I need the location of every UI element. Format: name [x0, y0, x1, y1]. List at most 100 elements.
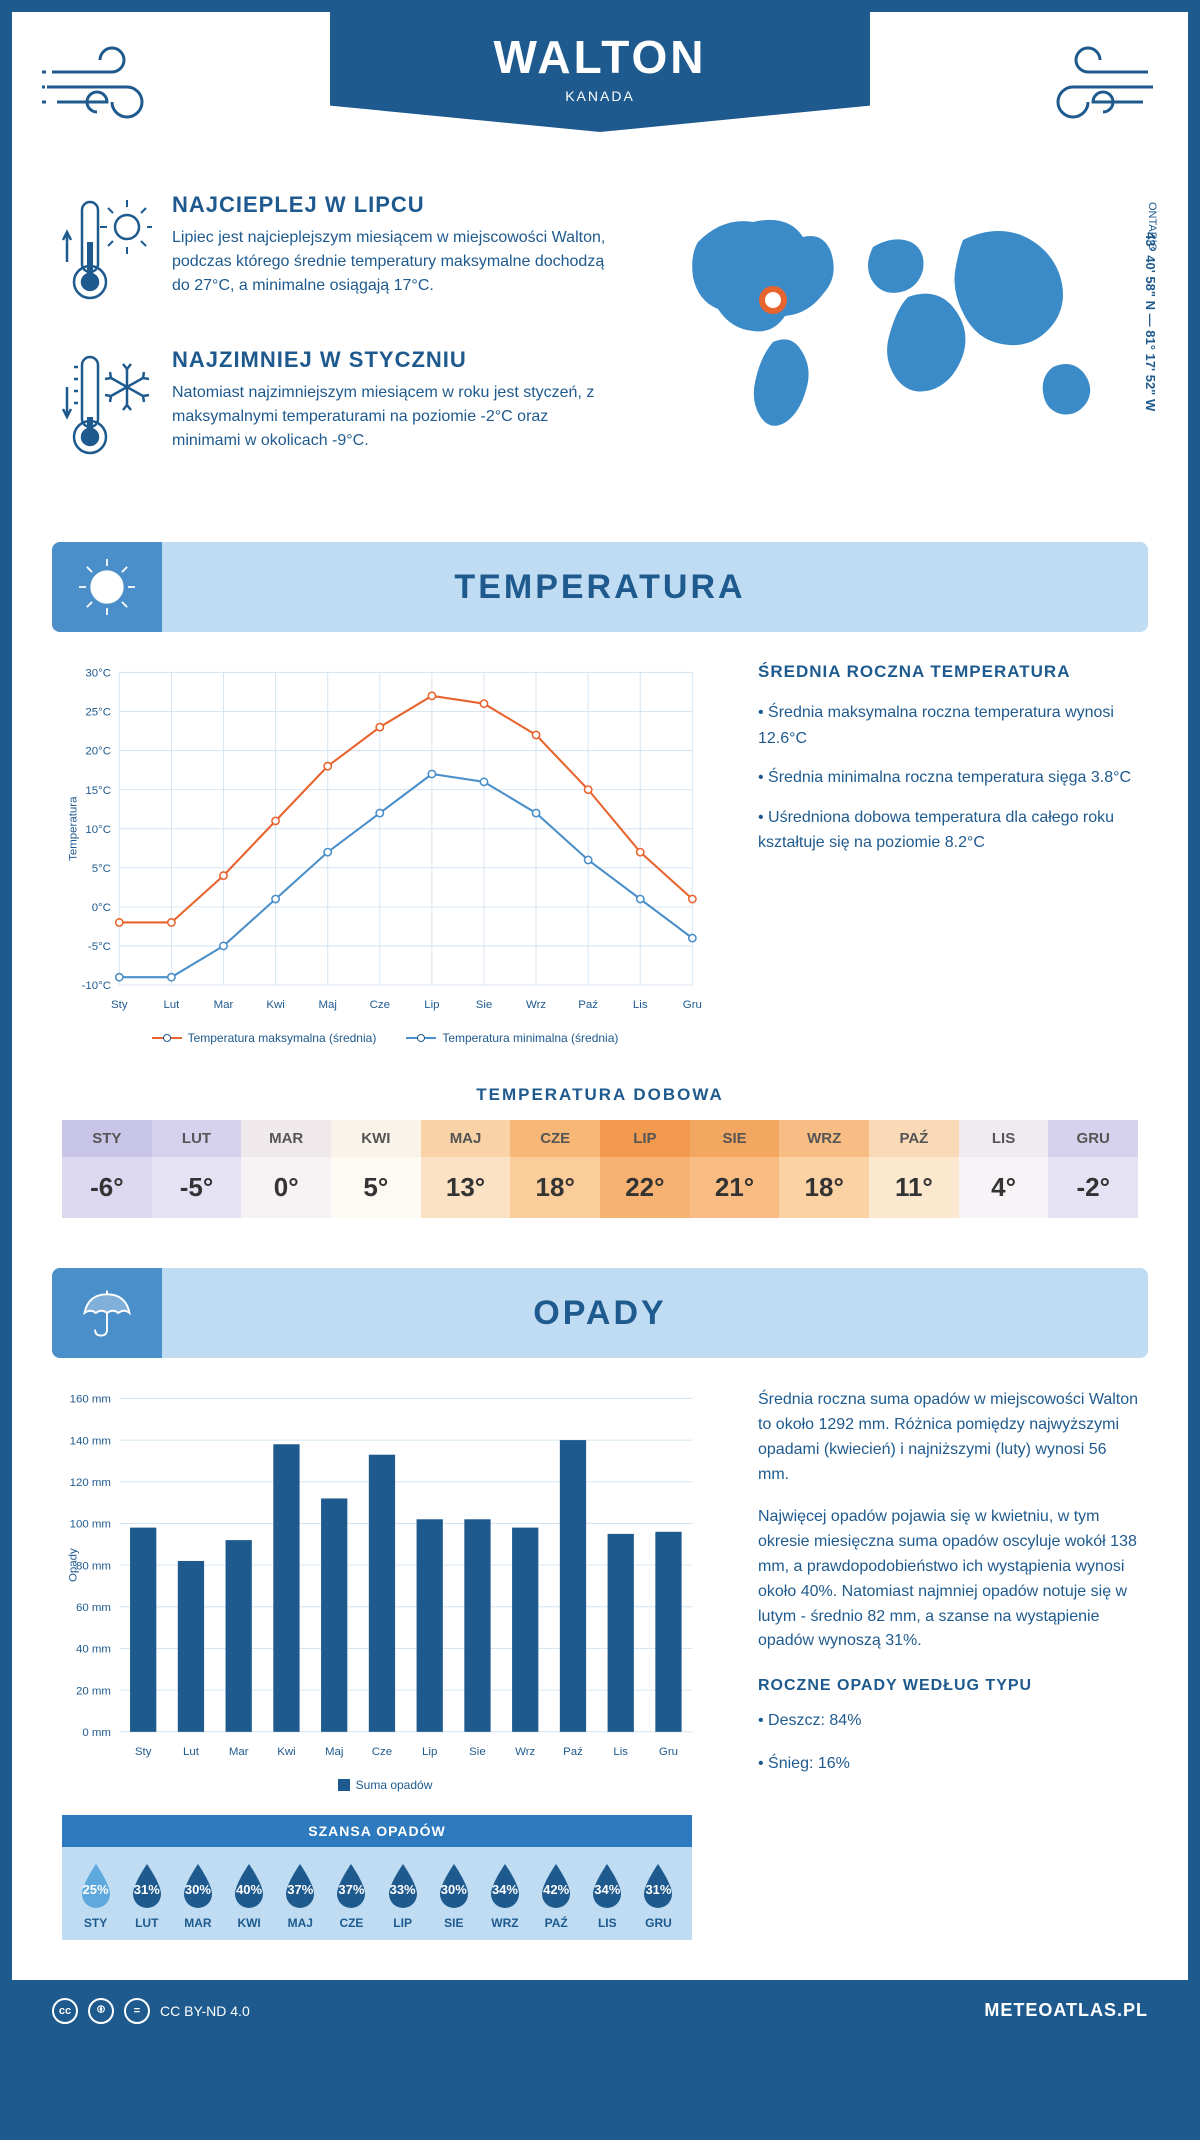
svg-text:Gru: Gru	[659, 1746, 678, 1758]
chance-item: 34% LIS	[582, 1862, 633, 1930]
chance-month: STY	[70, 1916, 121, 1930]
svg-text:Mar: Mar	[214, 999, 234, 1011]
chance-month: LUT	[121, 1916, 172, 1930]
coldest-text: Natomiast najzimniejszym miesiącem w rok…	[172, 381, 618, 453]
svg-text:25°C: 25°C	[85, 707, 111, 719]
drop-icon: 34%	[587, 1862, 627, 1910]
daily-cell: WRZ18°	[779, 1120, 869, 1218]
coordinates: 43° 40' 58" N — 81° 17' 52" W	[1143, 232, 1158, 411]
temperature-row: -10°C-5°C0°C5°C10°C15°C20°C25°C30°CStyLu…	[12, 632, 1188, 1075]
daily-month: WRZ	[779, 1120, 869, 1157]
svg-text:Kwi: Kwi	[277, 1746, 295, 1758]
daily-cell: MAJ13°	[421, 1120, 511, 1218]
chance-item: 40% KWI	[224, 1862, 275, 1930]
daily-month: CZE	[510, 1120, 600, 1157]
svg-text:120 mm: 120 mm	[70, 1477, 111, 1489]
map-panel: ONTARIO 43° 40' 58" N — 81° 17' 52" W	[658, 192, 1138, 502]
precip-type-line: • Deszcz: 84%	[758, 1709, 1138, 1734]
daily-value: -6°	[62, 1157, 152, 1218]
temperature-chart: -10°C-5°C0°C5°C10°C15°C20°C25°C30°CStyLu…	[62, 662, 708, 1045]
svg-text:40 mm: 40 mm	[76, 1644, 111, 1656]
drop-icon: 30%	[178, 1862, 218, 1910]
precipitation-heading: OPADY	[533, 1294, 666, 1333]
drop-icon: 40%	[229, 1862, 269, 1910]
daily-cell: GRU-2°	[1048, 1120, 1138, 1218]
svg-text:Lip: Lip	[422, 1746, 437, 1758]
footer-site: METEOATLAS.PL	[984, 2000, 1148, 2021]
drop-icon: 30%	[434, 1862, 474, 1910]
temp-stats-title: ŚREDNIA ROCZNA TEMPERATURA	[758, 662, 1138, 682]
chance-month: PAŹ	[531, 1916, 582, 1930]
svg-text:Paź: Paź	[563, 1746, 583, 1758]
daily-month: MAJ	[421, 1120, 511, 1157]
svg-text:100 mm: 100 mm	[70, 1519, 111, 1531]
warmest-title: NAJCIEPLEJ W LIPCU	[172, 192, 618, 218]
chance-item: 31% LUT	[121, 1862, 172, 1930]
svg-text:140 mm: 140 mm	[70, 1436, 111, 1448]
sun-icon	[52, 542, 162, 632]
chance-item: 34%WRZ	[479, 1862, 530, 1930]
intro-section: NAJCIEPLEJ W LIPCU Lipiec jest najcieple…	[12, 162, 1188, 542]
legend-max: Temperatura maksymalna (średnia)	[152, 1031, 377, 1045]
daily-month: PAŹ	[869, 1120, 959, 1157]
chance-month: MAJ	[275, 1916, 326, 1930]
footer-license: cc 🅯 = CC BY-ND 4.0	[52, 1998, 250, 2024]
temperature-section-header: TEMPERATURA	[52, 542, 1148, 632]
daily-month: LUT	[152, 1120, 242, 1157]
wind-icon	[1028, 42, 1158, 132]
daily-month: MAR	[241, 1120, 331, 1157]
svg-text:Mar: Mar	[229, 1746, 249, 1758]
drop-icon: 31%	[127, 1862, 167, 1910]
daily-value: 0°	[241, 1157, 331, 1218]
world-map-svg	[658, 192, 1138, 472]
page: WALTON KANADA NAJCIEPLEJ W LIPCU Lipiec …	[12, 12, 1188, 2042]
svg-text:Temperatura: Temperatura	[68, 796, 80, 861]
svg-text:Lut: Lut	[163, 999, 180, 1011]
svg-text:Wrz: Wrz	[526, 999, 546, 1011]
daily-cell: MAR0°	[241, 1120, 331, 1218]
license-text: CC BY-ND 4.0	[160, 2003, 250, 2019]
legend-min: Temperatura minimalna (średnia)	[406, 1031, 618, 1045]
precipitation-text: Średnia roczna suma opadów w miejscowośc…	[758, 1388, 1138, 1794]
chance-title: SZANSA OPADÓW	[62, 1815, 692, 1847]
chance-row: 25%STY31%LUT30%MAR40%KWI37%MAJ37%CZE33%L…	[62, 1847, 692, 1940]
intro-text: NAJCIEPLEJ W LIPCU Lipiec jest najcieple…	[62, 192, 618, 502]
svg-text:Paź: Paź	[578, 999, 598, 1011]
daily-value: 22°	[600, 1157, 690, 1218]
footer: cc 🅯 = CC BY-ND 4.0 METEOATLAS.PL	[12, 1980, 1188, 2042]
svg-text:Maj: Maj	[325, 1746, 343, 1758]
daily-value: 11°	[869, 1157, 959, 1218]
chance-month: SIE	[428, 1916, 479, 1930]
drop-icon: 34%	[485, 1862, 525, 1910]
daily-cell: KWI5°	[331, 1120, 421, 1218]
thermometer-cold-icon	[62, 347, 152, 472]
daily-cell: LIS4°	[959, 1120, 1049, 1218]
chance-month: KWI	[224, 1916, 275, 1930]
daily-month: LIP	[600, 1120, 690, 1157]
daily-value: 5°	[331, 1157, 421, 1218]
svg-text:Sie: Sie	[469, 1746, 486, 1758]
chance-month: LIS	[582, 1916, 633, 1930]
country-subtitle: KANADA	[330, 88, 870, 104]
legend-sum: Suma opadów	[338, 1778, 433, 1792]
precipitation-chance: SZANSA OPADÓW 25%STY31%LUT30%MAR40%KWI37…	[62, 1815, 692, 1940]
svg-text:160 mm: 160 mm	[70, 1394, 111, 1406]
city-title: WALTON	[330, 30, 870, 84]
precipitation-chart-svg: 0 mm20 mm40 mm60 mm80 mm100 mm120 mm140 …	[62, 1388, 708, 1763]
drop-icon: 31%	[638, 1862, 678, 1910]
daily-cell: LUT-5°	[152, 1120, 242, 1218]
svg-text:30°C: 30°C	[85, 668, 111, 680]
svg-text:Wrz: Wrz	[515, 1746, 535, 1758]
temperature-heading: TEMPERATURA	[454, 568, 745, 607]
svg-text:Opady: Opady	[68, 1548, 80, 1582]
chance-item: 42%PAŹ	[531, 1862, 582, 1930]
chance-month: LIP	[377, 1916, 428, 1930]
svg-text:Lis: Lis	[613, 1746, 628, 1758]
precipitation-section-header: OPADY	[52, 1268, 1148, 1358]
nd-icon: =	[124, 1998, 150, 2024]
warmest-block: NAJCIEPLEJ W LIPCU Lipiec jest najcieple…	[62, 192, 618, 317]
temperature-legend: Temperatura maksymalna (średnia) Tempera…	[62, 1031, 708, 1045]
temp-stat-line: • Uśredniona dobowa temperatura dla całe…	[758, 805, 1138, 856]
svg-text:Lut: Lut	[183, 1746, 200, 1758]
coldest-title: NAJZIMNIEJ W STYCZNIU	[172, 347, 618, 373]
